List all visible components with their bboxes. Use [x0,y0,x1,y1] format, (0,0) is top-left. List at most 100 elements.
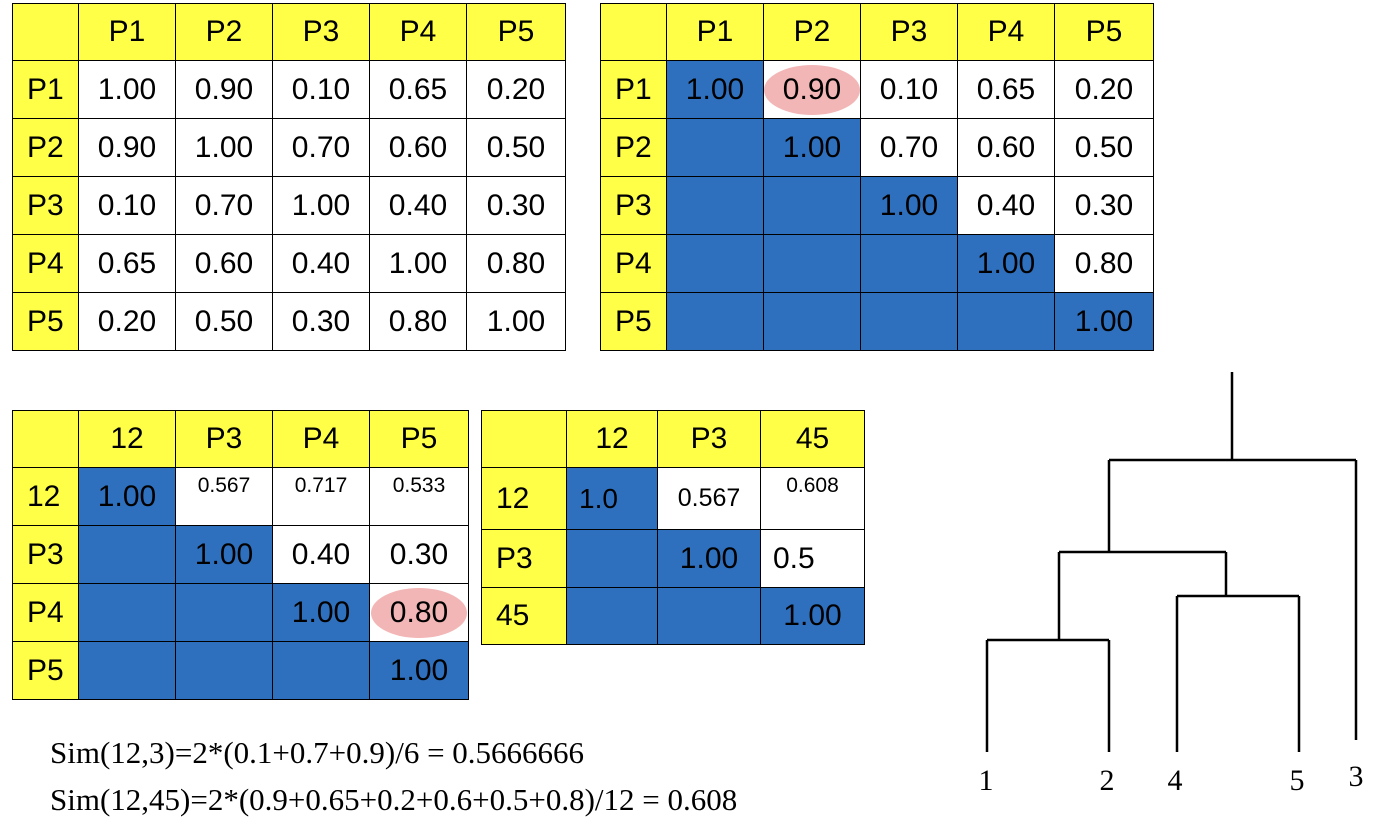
masked-cell [957,292,1055,351]
table-row: P4 1.00 0.80 [600,234,1154,293]
diagonal-cell: 1.00 [666,60,764,119]
table-cell: 0.10 [860,60,958,119]
masked-cell [78,641,176,700]
masked-cell [666,292,764,351]
table-cell: 0.60 [175,234,273,293]
table-cell: 0.70 [272,118,370,177]
column-header: 12 [78,410,176,468]
highlighted-value: 0.90 [782,72,842,106]
highlighted-cell: 0.90 [763,60,861,119]
table-cell: 0.533 [369,467,469,526]
table-cell: 0.30 [369,525,469,584]
diagonal-cell: 1.0 [566,467,658,530]
header-row: 12 P3 45 [481,410,865,468]
diagonal-cell: 1.00 [860,176,958,235]
column-header: P3 [175,410,273,468]
table-cell: 0.40 [369,176,467,235]
row-header: P4 [12,234,79,293]
corner-cell [481,410,567,468]
row-header: P5 [12,641,79,700]
diagonal-cell: 1.00 [78,467,176,526]
table-row: P5 1.00 [12,641,469,700]
column-header: P5 [466,3,566,61]
row-header: P1 [600,60,667,119]
table-cell: 0.50 [466,118,566,177]
masked-cell [272,641,370,700]
diagonal-cell: 1.00 [369,641,469,700]
table-cell: 0.20 [1054,60,1154,119]
leaf-label: 1 [979,764,994,797]
column-header: P2 [175,3,273,61]
column-header: 12 [566,410,658,468]
diagonal-cell: 1.00 [760,587,865,645]
table-cell: 0.50 [175,292,273,351]
table-row: P3 0.10 0.70 1.00 0.40 0.30 [12,176,566,235]
leaf-label: 3 [1349,760,1364,793]
row-header: 45 [481,587,567,645]
masked-cell [860,234,958,293]
row-header: 12 [12,467,79,526]
table-cell: 0.70 [175,176,273,235]
table-cell: 0.10 [272,60,370,119]
table-cell: 0.65 [957,60,1055,119]
table-cell: 1.00 [272,176,370,235]
table-cell: 0.80 [466,234,566,293]
column-header: P5 [369,410,469,468]
masked-cell [763,292,861,351]
diagonal-cell: 1.00 [657,529,761,588]
masked-cell [78,525,176,584]
row-header: P3 [481,529,567,588]
formula-sim-12-45: Sim(12,45)=2*(0.9+0.65+0.2+0.6+0.5+0.8)/… [50,782,738,817]
formula-sim-12-3: Sim(12,3)=2*(0.1+0.7+0.9)/6 = 0.5666666 [50,735,585,770]
row-header: 12 [481,467,567,530]
masked-cell [666,176,764,235]
table-cell: 0.20 [466,60,566,119]
merged-12-matrix: 12 P3 P4 P5 12 1.00 0.567 0.717 0.533 P3… [12,410,469,700]
corner-cell [600,3,667,61]
table-cell: 0.80 [369,292,467,351]
table-cell: 0.608 [760,467,865,530]
table-row: 45 1.00 [481,587,865,645]
column-header: P4 [272,410,370,468]
header-row: P1 P2 P3 P4 P5 [12,3,566,61]
column-header: P5 [1054,3,1154,61]
table-cell: 0.70 [860,118,958,177]
masked-cell [566,587,658,645]
table-row: P1 1.00 0.90 0.10 0.65 0.20 [600,60,1154,119]
table-cell: 0.30 [466,176,566,235]
table-cell: 0.60 [369,118,467,177]
masked-cell [175,583,273,642]
masked-cell [860,292,958,351]
table-cell: 0.50 [1054,118,1154,177]
table-cell: 0.30 [1054,176,1154,235]
masked-cell [657,587,761,645]
highlighted-value: 0.80 [389,595,449,629]
table-cell: 0.80 [1054,234,1154,293]
corner-cell [12,410,79,468]
table-row: 12 1.00 0.567 0.717 0.533 [12,467,469,526]
table-row: P1 1.00 0.90 0.10 0.65 0.20 [12,60,566,119]
masked-cell [175,641,273,700]
row-header: P3 [12,176,79,235]
row-header: P3 [12,525,79,584]
table-row: P5 1.00 [600,292,1154,351]
header-row: P1 P2 P3 P4 P5 [600,3,1154,61]
table-cell: 1.00 [466,292,566,351]
row-header: P1 [12,60,79,119]
table-row: P5 0.20 0.50 0.30 0.80 1.00 [12,292,566,351]
table-row: P2 0.90 1.00 0.70 0.60 0.50 [12,118,566,177]
table-cell: 0.5 [760,529,865,588]
leaf-label: 2 [1100,764,1115,797]
table-cell: 0.30 [272,292,370,351]
column-header: P3 [860,3,958,61]
table-row: 12 1.0 0.567 0.608 [481,467,865,530]
table-cell: 0.567 [657,467,761,530]
table-cell: 0.567 [175,467,273,526]
masked-cell [566,529,658,588]
upper-triangle-matrix: P1 P2 P3 P4 P5 P1 1.00 0.90 0.10 0.65 0.… [600,3,1154,351]
table-cell: 0.10 [78,176,176,235]
similarity-matrix: P1 P2 P3 P4 P5 P1 1.00 0.90 0.10 0.65 0.… [12,3,566,351]
column-header: P4 [369,3,467,61]
column-header: P2 [763,3,861,61]
